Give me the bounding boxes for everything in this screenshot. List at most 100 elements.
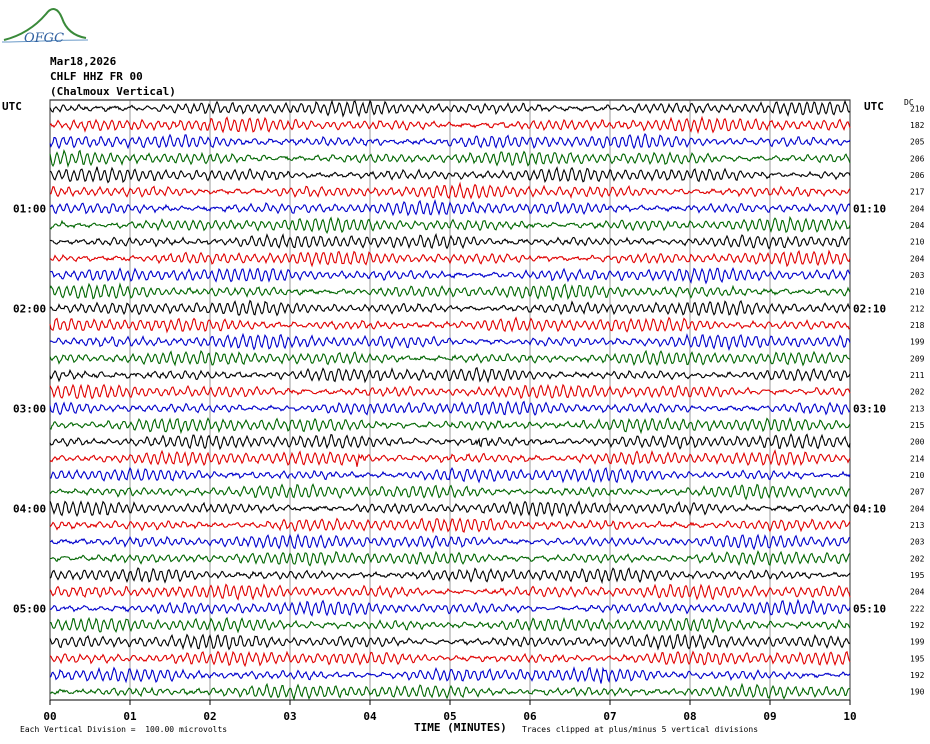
x-tick-label: 02: [203, 710, 216, 723]
dc-value-label: 204: [910, 588, 925, 597]
left-time-label: 03:00: [13, 402, 46, 415]
dc-value-label: 190: [910, 688, 925, 697]
left-time-label: 01:00: [13, 202, 46, 215]
scale-note: Each Vertical Division = 100.00 microvol…: [20, 725, 228, 734]
trace-line: [49, 400, 851, 416]
trace-line: [49, 650, 851, 668]
trace-line: [49, 449, 851, 467]
dc-value-label: 214: [910, 454, 925, 463]
dc-value-label: 205: [910, 138, 925, 147]
right-time-label: 01:10: [853, 202, 886, 215]
x-tick-label: 09: [763, 710, 776, 723]
dc-value-label: 217: [910, 188, 925, 197]
station-label: CHLF HHZ FR 00: [50, 70, 143, 83]
trace-line: [49, 99, 851, 118]
trace-line: [49, 198, 851, 217]
dc-value-label: 213: [910, 521, 925, 530]
dc-value-label: 206: [910, 171, 925, 180]
dc-value-label: 204: [910, 504, 925, 513]
right-utc-title: UTC: [864, 100, 884, 113]
trace-line: [50, 616, 851, 634]
trace-line: [49, 682, 850, 702]
dc-value-label: 210: [910, 104, 925, 113]
dc-value-label: 210: [910, 471, 925, 480]
trace-line: [49, 166, 851, 184]
trace-line: [49, 583, 851, 601]
logo-icon: OFGC: [1, 8, 89, 46]
x-axis-title: TIME (MINUTES): [414, 721, 507, 734]
right-time-label: 03:10: [853, 402, 886, 415]
trace-line: [49, 416, 851, 435]
dc-value-label: 195: [910, 654, 925, 663]
dc-value-label: 207: [910, 488, 925, 497]
clip-note: Traces clipped at plus/minus 5 vertical …: [522, 725, 759, 734]
trace-line: [50, 533, 851, 551]
trace-line: [49, 181, 851, 200]
trace-line: [49, 332, 851, 352]
x-tick-label: 05: [443, 710, 456, 723]
dc-value-label: 213: [910, 404, 925, 413]
trace-line: [49, 383, 851, 400]
dc-value-label: 192: [910, 671, 925, 680]
trace-line: [49, 282, 851, 302]
dc-value-label: 195: [910, 571, 925, 580]
dc-value-label: 206: [910, 154, 925, 163]
dc-value-label: 204: [910, 204, 925, 213]
left-time-label: 04:00: [13, 502, 46, 515]
left-time-label: 05:00: [13, 602, 46, 615]
trace-line: [49, 666, 851, 684]
x-tick-label: 00: [43, 710, 56, 723]
x-tick-label: 03: [283, 710, 296, 723]
trace-line: [49, 249, 851, 268]
dc-value-label: 192: [910, 621, 925, 630]
logo-text: OFGC: [24, 31, 64, 46]
dc-value-label: 182: [910, 121, 925, 130]
dc-value-label: 212: [910, 304, 925, 313]
trace-line: [49, 215, 851, 235]
trace-line: [49, 567, 851, 585]
dc-value-label: 215: [910, 421, 925, 430]
trace-line: [49, 633, 851, 651]
trace-line: [49, 233, 851, 250]
trace-line: [49, 132, 851, 150]
date-label: Mar18,2026: [50, 55, 117, 68]
trace-line: [49, 366, 851, 384]
dc-value-label: 218: [910, 321, 925, 330]
dc-value-label: 210: [910, 288, 925, 297]
right-time-label: 05:10: [853, 602, 886, 615]
trace-line: [49, 115, 851, 135]
trace-line: [49, 500, 851, 518]
x-tick-label: 06: [523, 710, 537, 723]
trace-line: [49, 266, 851, 285]
trace-line: [49, 598, 851, 617]
x-tick-label: 04: [363, 710, 377, 723]
trace-line: [49, 432, 851, 451]
dc-value-label: 204: [910, 254, 925, 263]
dc-value-label: 222: [910, 604, 925, 613]
dc-value-label: 203: [910, 271, 925, 280]
dc-value-label: 202: [910, 388, 925, 397]
dc-value-label: 200: [910, 438, 925, 447]
x-tick-label: 07: [603, 710, 616, 723]
dc-value-label: 211: [910, 371, 925, 380]
trace-line: [49, 299, 851, 317]
trace-line: [49, 316, 851, 334]
trace-line: [49, 483, 851, 501]
right-time-label: 04:10: [853, 502, 886, 515]
location-label: (Chalmoux Vertical): [50, 85, 176, 98]
dc-value-label: 210: [910, 238, 925, 247]
dc-value-label: 199: [910, 338, 925, 347]
trace-line: [49, 149, 851, 168]
trace-line: [49, 466, 851, 484]
right-time-label: 02:10: [853, 302, 886, 315]
left-utc-title: UTC: [2, 100, 22, 113]
trace-line: [49, 550, 851, 567]
dc-value-label: 199: [910, 638, 925, 647]
left-time-label: 02:00: [13, 302, 46, 315]
x-tick-label: 08: [683, 710, 696, 723]
dc-title: DC: [904, 98, 914, 107]
dc-value-label: 203: [910, 538, 925, 547]
trace-line: [49, 349, 851, 367]
dc-value-label: 202: [910, 554, 925, 563]
